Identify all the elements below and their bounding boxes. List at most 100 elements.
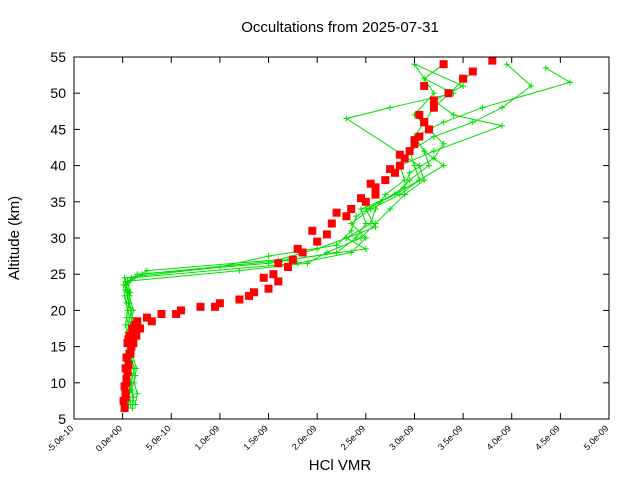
data-point — [439, 60, 448, 69]
data-point — [236, 267, 243, 274]
data-point — [293, 244, 302, 253]
data-point — [136, 324, 145, 333]
data-point — [440, 119, 447, 126]
data-point — [327, 219, 336, 228]
data-point — [172, 310, 181, 318]
data-point — [245, 291, 254, 300]
chart-title: Occultations from 2025-07-31 — [241, 19, 439, 36]
data-point — [429, 103, 438, 112]
data-point — [361, 197, 370, 206]
data-point — [122, 378, 131, 387]
data-point — [343, 115, 350, 122]
data-point — [121, 364, 130, 373]
data-point — [410, 136, 419, 145]
data-point — [313, 237, 322, 246]
data-point — [357, 194, 365, 203]
y-tick-label: 15 — [50, 339, 66, 355]
y-tick-label: 30 — [50, 230, 66, 246]
data-point — [382, 191, 389, 198]
data-point — [372, 224, 379, 231]
data-point — [333, 242, 340, 249]
data-point — [211, 302, 219, 311]
data-point — [499, 122, 505, 129]
data-point — [469, 119, 476, 126]
red-profile-3 — [121, 56, 497, 402]
data-point — [143, 267, 150, 274]
data-point — [121, 393, 130, 402]
data-point — [122, 287, 129, 294]
data-point — [342, 212, 351, 221]
data-point — [353, 213, 360, 220]
data-point — [479, 104, 486, 111]
data-point — [401, 184, 408, 191]
data-point — [134, 390, 141, 397]
data-point — [131, 320, 140, 329]
data-point — [264, 284, 273, 293]
data-point — [430, 155, 437, 162]
data-point — [235, 295, 244, 304]
data-point — [440, 140, 447, 147]
data-point — [123, 314, 130, 321]
data-point — [157, 310, 166, 318]
data-point — [400, 154, 409, 163]
series-layer — [119, 56, 574, 413]
data-point — [488, 56, 497, 65]
data-point — [362, 245, 369, 252]
data-point — [391, 168, 399, 177]
y-axis-label: Altitude (km) — [6, 196, 23, 280]
x-axis-label: HCl VMR — [309, 457, 372, 474]
data-point — [129, 339, 138, 347]
data-point — [120, 404, 129, 413]
data-point — [377, 198, 384, 205]
y-tick-label: 55 — [50, 49, 66, 65]
data-point — [395, 150, 404, 159]
y-tick-label: 35 — [50, 194, 66, 210]
data-point — [528, 82, 535, 89]
data-point — [415, 110, 424, 119]
data-point — [401, 191, 408, 198]
data-point — [132, 372, 139, 379]
data-point — [386, 165, 395, 174]
data-point — [450, 111, 457, 118]
data-point — [395, 161, 404, 170]
data-point — [387, 206, 394, 213]
data-point — [304, 260, 311, 267]
data-point — [440, 162, 447, 169]
data-point — [499, 104, 505, 111]
data-point — [421, 148, 428, 155]
data-point — [147, 317, 156, 326]
y-tick-label: 20 — [50, 302, 66, 318]
data-point — [425, 125, 433, 134]
data-point — [127, 289, 134, 296]
data-point — [542, 64, 549, 71]
data-point — [468, 67, 477, 76]
data-point — [444, 89, 453, 98]
data-point — [416, 177, 423, 184]
data-point — [121, 274, 128, 281]
data-point — [459, 74, 468, 83]
data-point — [366, 179, 375, 188]
y-tick-label: 45 — [50, 121, 66, 137]
data-point — [405, 147, 414, 156]
data-point — [381, 176, 390, 185]
data-point — [430, 90, 437, 97]
data-point — [274, 259, 283, 268]
data-point — [125, 349, 134, 358]
data-point — [429, 96, 438, 105]
data-point — [143, 313, 151, 322]
y-tick-label: 50 — [50, 85, 66, 101]
data-point — [259, 273, 268, 282]
data-point — [215, 299, 224, 308]
data-point — [460, 82, 467, 89]
data-point — [420, 118, 429, 127]
data-point — [322, 230, 331, 239]
data-point — [269, 270, 278, 279]
y-tick-label: 25 — [50, 266, 66, 282]
data-point — [503, 61, 510, 68]
data-point — [216, 263, 223, 270]
data-point — [124, 335, 133, 344]
y-tick-label: 40 — [50, 158, 66, 174]
data-point — [371, 190, 380, 199]
data-point — [387, 104, 394, 111]
